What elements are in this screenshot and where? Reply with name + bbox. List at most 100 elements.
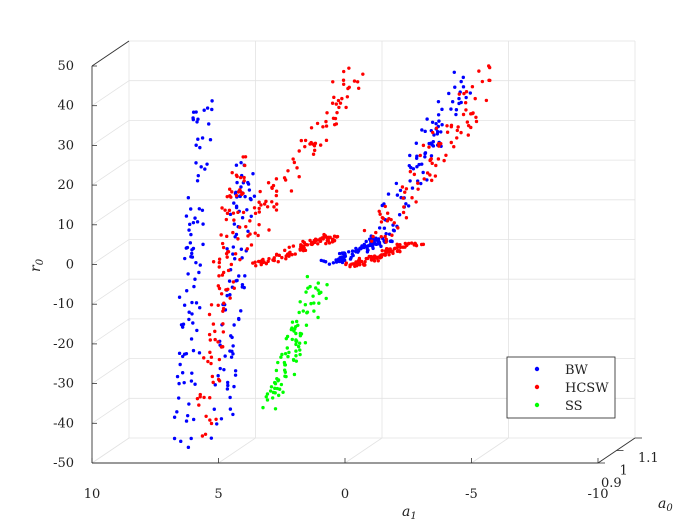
data-point — [216, 377, 221, 382]
z-tick-label: 1 — [620, 464, 628, 479]
data-point — [193, 216, 197, 220]
data-point — [461, 85, 466, 89]
data-point — [298, 334, 303, 338]
data-point — [277, 253, 281, 258]
data-point — [344, 261, 349, 265]
data-point — [189, 232, 193, 237]
data-point — [453, 85, 457, 89]
data-point — [226, 383, 230, 388]
data-point — [450, 100, 455, 104]
data-point — [324, 138, 329, 143]
data-point — [384, 237, 389, 242]
data-point — [184, 246, 189, 250]
data-point — [243, 163, 247, 168]
data-point — [274, 193, 279, 198]
data-point — [440, 107, 444, 112]
data-point — [246, 234, 250, 238]
data-point — [232, 201, 236, 205]
data-point — [385, 219, 390, 223]
data-point — [308, 238, 312, 243]
data-point — [279, 382, 284, 387]
data-point — [294, 342, 298, 347]
data-point — [188, 241, 193, 245]
data-point — [305, 274, 310, 279]
data-point — [345, 95, 350, 99]
data-point — [225, 234, 229, 239]
data-point — [461, 112, 466, 117]
data-point — [211, 380, 215, 385]
data-point — [298, 352, 302, 357]
legend-marker-ss — [534, 402, 540, 408]
data-point — [186, 272, 190, 276]
data-point — [266, 259, 270, 264]
series-hcsw — [195, 64, 492, 438]
data-point — [294, 359, 299, 363]
data-point — [236, 210, 240, 215]
data-point — [221, 270, 226, 275]
data-point — [338, 101, 343, 105]
data-point — [454, 112, 458, 117]
data-point — [297, 175, 301, 179]
data-point — [377, 209, 381, 213]
data-point — [444, 153, 448, 157]
data-point — [312, 144, 317, 148]
data-point — [190, 300, 194, 305]
data-point — [379, 220, 384, 224]
data-point — [253, 231, 257, 235]
data-point — [274, 189, 279, 193]
data-point — [464, 108, 468, 112]
data-point — [402, 205, 406, 209]
data-point — [324, 296, 328, 301]
legend-marker-hcsw — [534, 384, 540, 390]
data-point — [401, 245, 405, 249]
data-point — [239, 247, 244, 251]
data-point — [364, 239, 368, 244]
data-point — [352, 79, 357, 83]
data-point — [190, 255, 195, 259]
data-point — [449, 125, 454, 129]
data-point — [217, 257, 222, 261]
data-point — [337, 251, 342, 256]
data-point — [290, 320, 295, 324]
grid-line-side — [91, 159, 130, 186]
data-point — [437, 144, 441, 148]
data-point — [363, 260, 367, 264]
y-tick-label: 0 — [66, 258, 74, 273]
z-tick-label: 0.9 — [601, 476, 622, 491]
data-point — [294, 331, 298, 336]
data-point — [209, 303, 214, 307]
data-point — [420, 162, 424, 166]
data-point — [207, 312, 212, 317]
data-point — [229, 262, 234, 267]
data-point — [417, 162, 421, 167]
data-point — [223, 208, 227, 212]
data-point — [415, 165, 419, 169]
legend-box — [506, 356, 616, 419]
data-point — [324, 241, 328, 246]
data-point — [195, 396, 200, 401]
y-tick-label: 10 — [57, 218, 74, 233]
y-tick-label: -50 — [53, 456, 74, 471]
data-point — [220, 273, 225, 277]
data-point — [308, 284, 312, 289]
data-point — [419, 181, 423, 186]
data-point — [362, 228, 367, 233]
data-point — [301, 309, 305, 313]
data-point — [387, 248, 392, 252]
data-point — [370, 244, 375, 249]
data-point — [276, 379, 280, 383]
data-point — [210, 99, 214, 103]
data-point — [233, 252, 238, 256]
data-point — [208, 396, 212, 400]
data-point — [439, 130, 443, 134]
data-point — [425, 117, 429, 121]
data-point — [237, 317, 241, 322]
data-point — [429, 154, 434, 158]
data-point — [177, 295, 182, 299]
data-point — [190, 371, 194, 375]
data-point — [235, 174, 239, 179]
data-point — [208, 418, 212, 422]
data-point — [314, 286, 318, 290]
data-point — [449, 107, 453, 111]
data-point — [179, 323, 184, 327]
